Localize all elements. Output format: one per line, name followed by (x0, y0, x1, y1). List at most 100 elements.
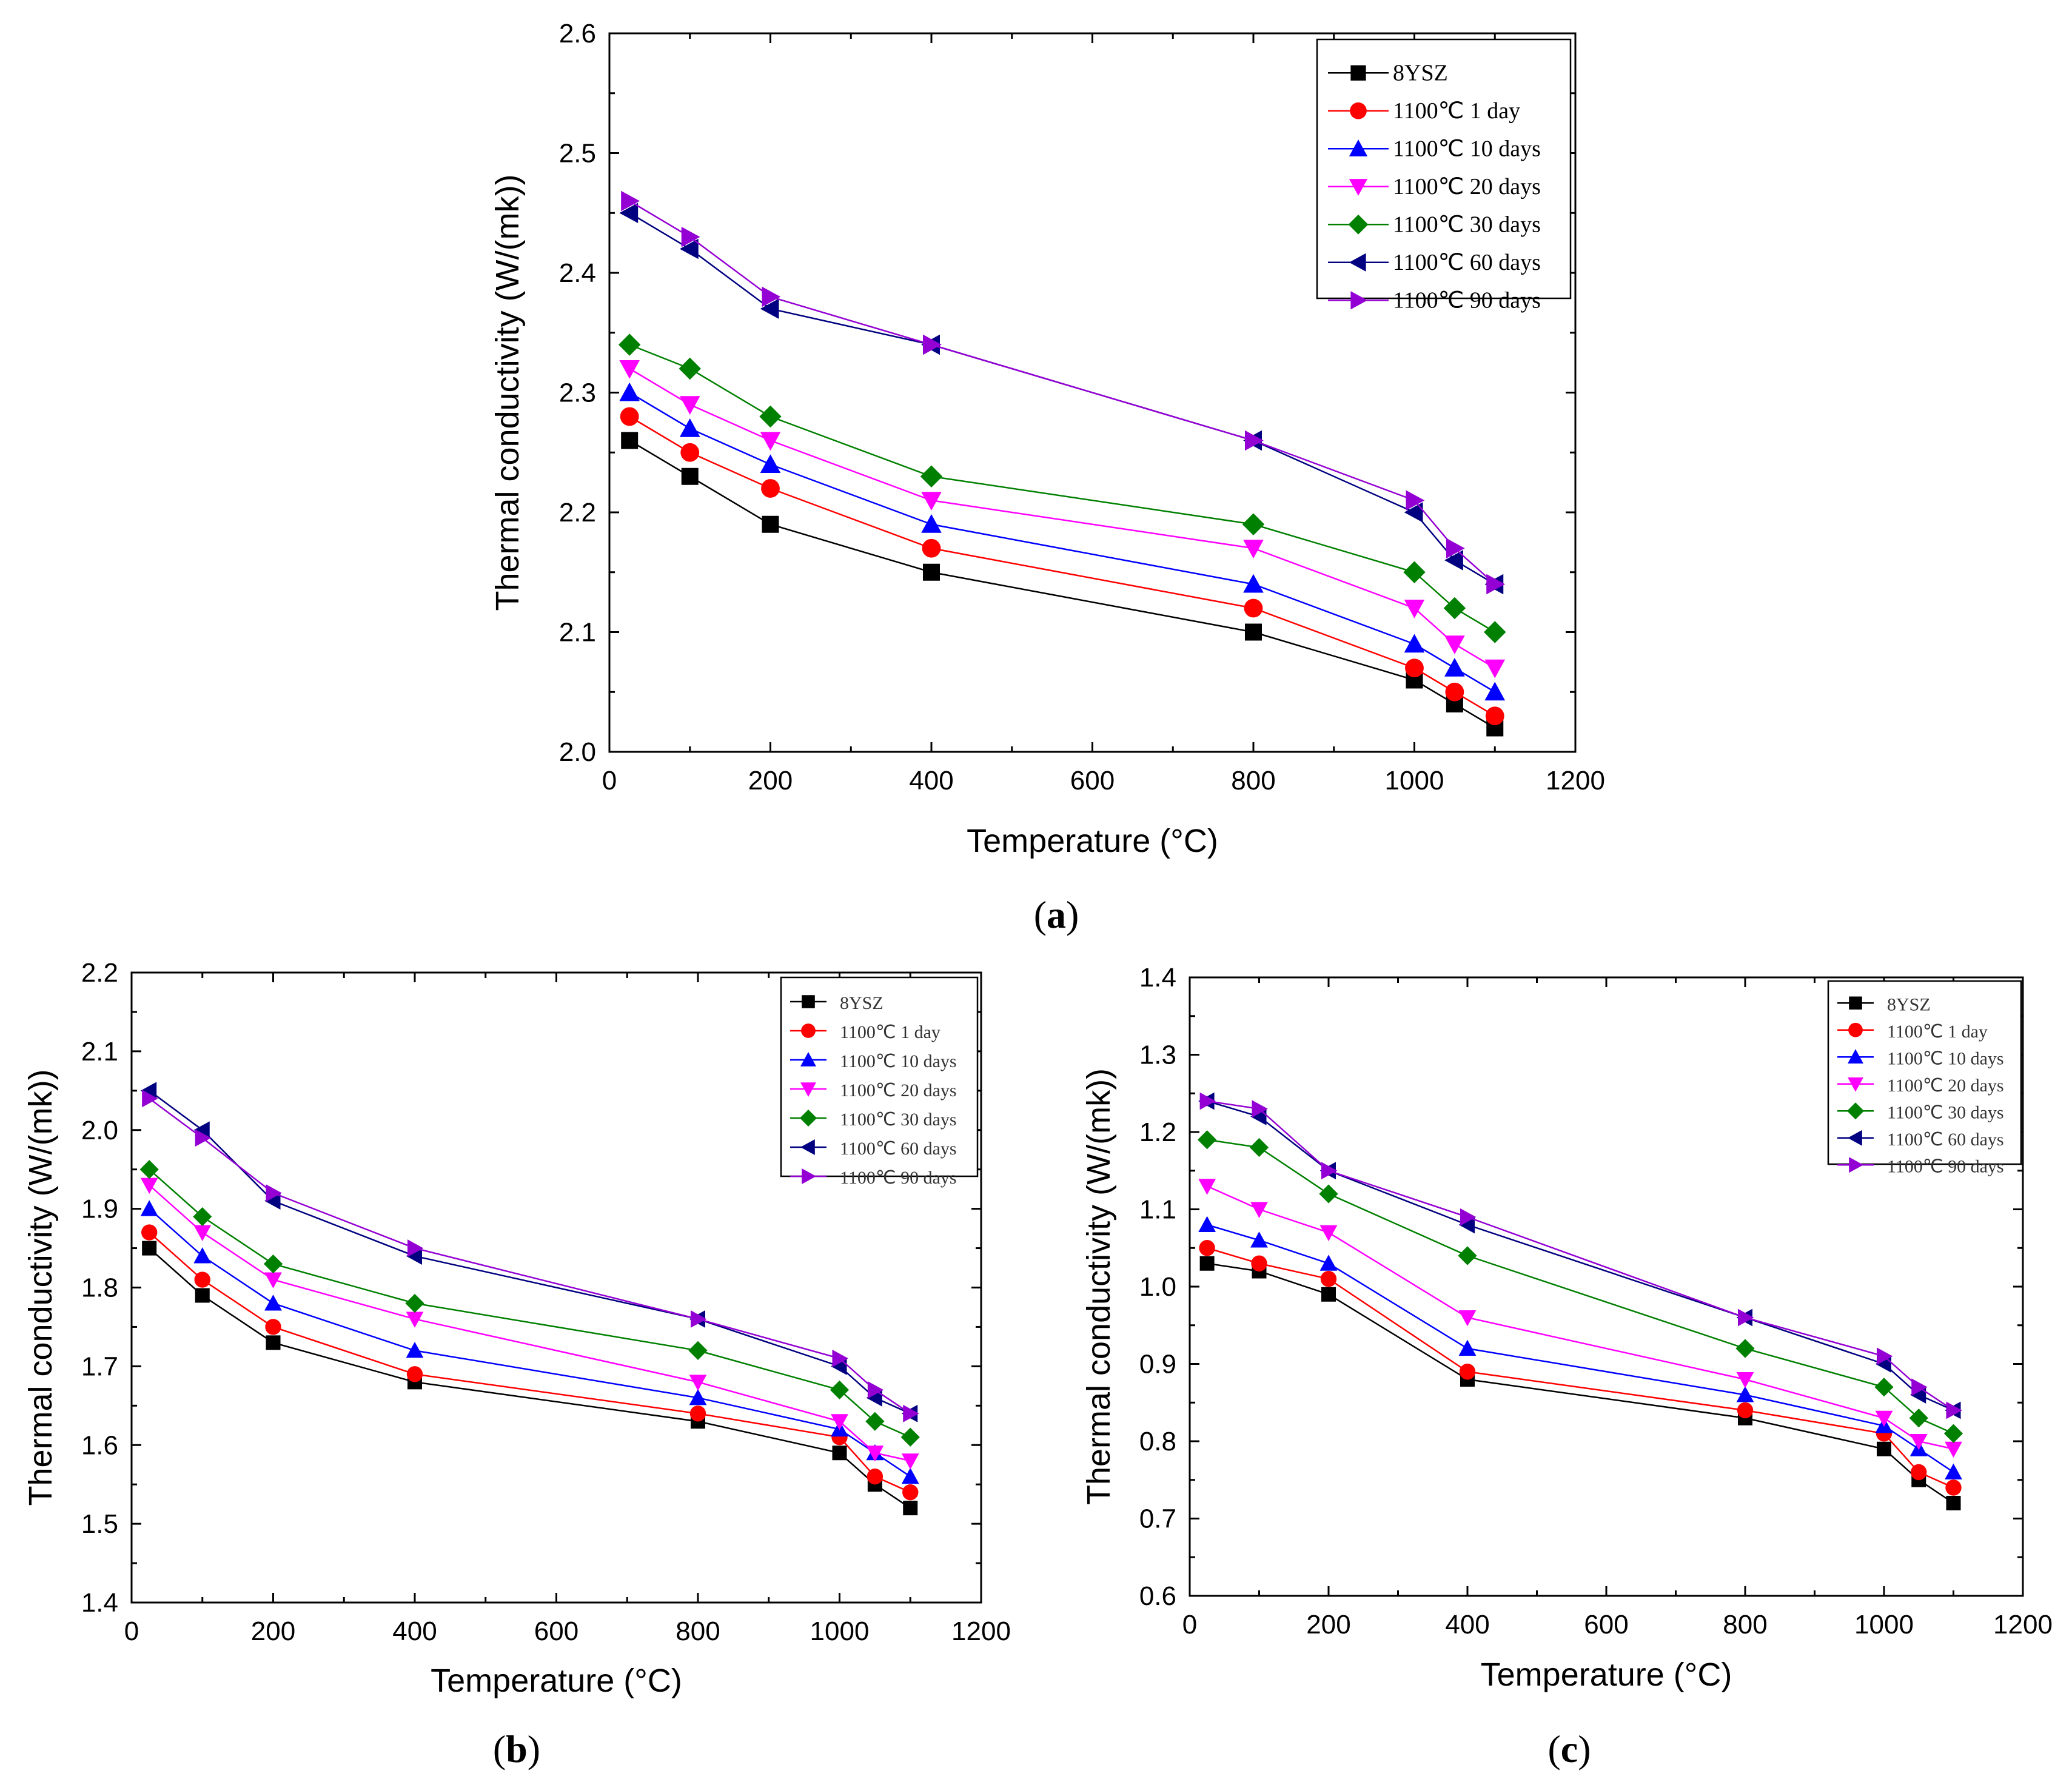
x-tick-label: 800 (1723, 1610, 1767, 1640)
series-line (629, 392, 1495, 693)
series-line (149, 1231, 911, 1493)
data-point (1911, 1464, 1927, 1481)
data-point (1245, 430, 1264, 451)
legend-label: 8YSZ (1887, 994, 1931, 1014)
data-point (265, 1319, 281, 1335)
x-tick-label: 800 (1231, 766, 1275, 796)
data-point (1909, 1434, 1928, 1450)
data-point (1458, 1339, 1477, 1356)
legend-label: 1100℃ 60 days (1393, 250, 1541, 275)
data-point (1484, 659, 1506, 678)
data-point (1199, 1256, 1215, 1271)
data-point (1945, 1441, 1962, 1458)
legend-marker (1350, 65, 1366, 81)
y-tick-label: 1.1 (1139, 1195, 1176, 1225)
chart-panel-a: 0 200 400 600 800 1000 1200 2.0 2.1 2.2 2.3 2.4 2.5 2… (489, 19, 1605, 859)
series-line (1207, 1185, 1954, 1450)
data-point (142, 1090, 158, 1108)
x-tick-label: 800 (676, 1616, 720, 1646)
y-tick-label: 0.6 (1139, 1581, 1176, 1611)
data-point (1458, 1246, 1477, 1265)
legend-marker (802, 995, 815, 1008)
data-point (832, 1349, 848, 1367)
data-point (679, 238, 699, 260)
data-point (140, 1177, 158, 1194)
data-point (1244, 598, 1263, 618)
data-point (1249, 1137, 1269, 1157)
legend-marker (1348, 214, 1369, 235)
series-line (629, 415, 1495, 717)
data-point (406, 1247, 422, 1265)
data-point (1243, 574, 1264, 593)
data-point (264, 1295, 282, 1311)
legend-marker (1846, 1102, 1865, 1120)
data-point (831, 1414, 848, 1430)
series-line (149, 1168, 911, 1438)
data-point (832, 1445, 847, 1461)
data-point (1242, 513, 1265, 535)
y-tick-label: 0.8 (1139, 1427, 1176, 1456)
series-line (1207, 1139, 1954, 1435)
data-point (681, 467, 699, 485)
data-point (679, 418, 700, 437)
data-point (1405, 658, 1424, 678)
y-tick-label: 2.0 (81, 1116, 118, 1145)
data-point (760, 432, 781, 451)
data-point (1909, 1386, 1926, 1404)
legend-marker (1849, 996, 1862, 1010)
legend-label: 1100℃ 10 days (1393, 136, 1541, 161)
legend-marker (802, 1168, 816, 1184)
legend-label: 1100℃ 30 days (1887, 1102, 2004, 1122)
data-point (195, 1129, 212, 1147)
data-point (1406, 490, 1425, 511)
data-point (140, 1082, 157, 1100)
data-point (1458, 1216, 1475, 1234)
x-tick-label: 200 (1306, 1610, 1350, 1640)
data-point (865, 1412, 885, 1431)
data-point (900, 1427, 920, 1447)
data-point (1946, 1401, 1962, 1419)
data-point (140, 1200, 158, 1216)
data-point (1198, 1130, 1217, 1150)
data-point (1404, 600, 1425, 618)
data-point (680, 443, 700, 462)
x-tick-label: 200 (748, 766, 793, 796)
data-point (139, 1160, 159, 1179)
data-point (759, 405, 782, 428)
legend-marker (1349, 139, 1368, 156)
data-point (679, 396, 700, 415)
data-point (1877, 1441, 1891, 1456)
data-point (619, 382, 640, 401)
data-point (1198, 1216, 1216, 1232)
legend-label: 1100℃ 10 days (1887, 1048, 2004, 1068)
data-point (406, 1311, 424, 1328)
data-point (1911, 1378, 1928, 1396)
legend-marker (1848, 1130, 1862, 1146)
data-point (619, 360, 640, 379)
x-tick-label: 0 (1182, 1610, 1197, 1640)
x-tick-label: 200 (251, 1616, 295, 1646)
data-point (1735, 1339, 1755, 1358)
data-point (689, 1388, 707, 1405)
data-point (689, 1405, 706, 1422)
legend-marker (1848, 1077, 1863, 1092)
series-line (1207, 1224, 1954, 1473)
legend-marker (800, 1052, 816, 1067)
data-point (867, 1381, 884, 1399)
data-point (903, 1404, 919, 1422)
data-point (193, 1225, 212, 1241)
data-point (681, 226, 700, 247)
legend-label: 1100℃ 30 days (1393, 212, 1541, 237)
legend-label: 1100℃ 90 days (840, 1168, 957, 1188)
y-axis-title: Thermal conductivity (W/(mk)) (489, 174, 526, 611)
x-tick-label: 600 (534, 1616, 578, 1646)
legend-label: 8YSZ (1393, 60, 1448, 85)
legend-marker (1848, 1049, 1863, 1064)
data-point (1945, 1479, 1962, 1496)
data-point (1403, 561, 1426, 583)
legend-label: 8YSZ (840, 993, 883, 1013)
legend-marker (799, 1109, 817, 1127)
y-tick-label: 2.5 (559, 139, 596, 169)
data-point (264, 1272, 282, 1288)
data-point (679, 357, 701, 380)
